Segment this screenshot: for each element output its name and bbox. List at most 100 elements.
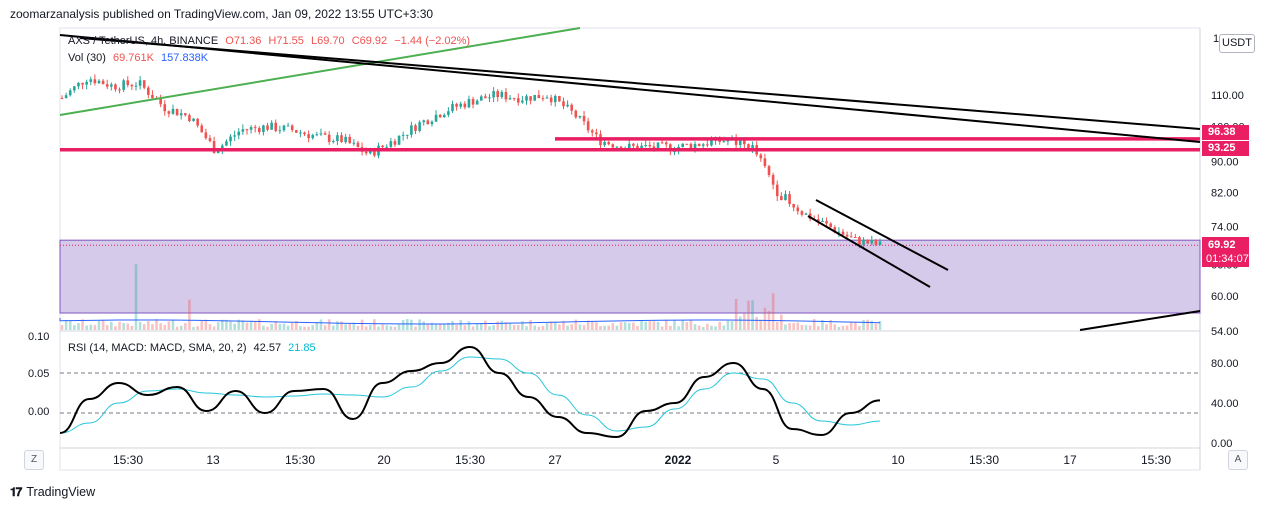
rsi-label[interactable]: RSI (14, MACD: MACD, SMA, 20, 2)	[68, 342, 247, 354]
candle-body	[134, 85, 138, 87]
candle-body	[525, 96, 528, 101]
zoom-toggle-button[interactable]: Z	[24, 450, 44, 470]
volume-bar	[163, 324, 167, 330]
candle-body	[878, 241, 882, 245]
tradingview-logo[interactable]: 𝟏𝟕 TradingView	[10, 484, 95, 500]
volume-value: 69.761K	[112, 52, 154, 64]
volume-bar	[323, 325, 327, 330]
volume-bar	[286, 325, 290, 330]
time-tick-label: 15:30	[285, 453, 315, 467]
volume-bar	[566, 325, 569, 330]
volume-bar	[751, 300, 754, 330]
volume-bar	[808, 325, 812, 330]
price-tick-label: 74.00	[1211, 221, 1239, 233]
volume-bar	[147, 321, 150, 330]
candle-body	[266, 125, 269, 130]
candle-body	[463, 103, 467, 108]
candle-body	[615, 146, 619, 148]
candle-body	[837, 231, 841, 233]
candle-body	[817, 219, 820, 222]
candle-body	[603, 142, 606, 146]
candle-body	[414, 125, 417, 131]
candle-body	[278, 130, 282, 132]
time-tick-label: 20	[377, 453, 391, 467]
volume-bar	[533, 325, 537, 330]
candle-body	[110, 84, 113, 87]
candle-body	[447, 111, 450, 115]
volume-bar	[295, 321, 298, 330]
volume-bar	[673, 320, 676, 330]
volume-label[interactable]: Vol (30)	[68, 52, 106, 64]
candle-body	[467, 99, 471, 108]
candle-body	[101, 80, 105, 85]
volume-bar	[525, 326, 528, 330]
high-value: H71.55	[268, 35, 304, 47]
volume-bar	[212, 326, 216, 330]
volume-bar	[722, 325, 726, 330]
candle-body	[870, 239, 874, 244]
candle-body	[258, 128, 261, 133]
candle-body	[792, 203, 795, 208]
symbol-label[interactable]: AXS / TetherUS, 4h, BINANCE	[68, 35, 219, 47]
candle-body	[225, 141, 228, 146]
candle-body	[804, 213, 808, 215]
candle-body	[726, 140, 730, 142]
candle-body	[586, 121, 590, 131]
low-value: L69.70	[310, 35, 345, 47]
volume-legend: Vol (30) 69.761K 157.838K	[68, 52, 212, 64]
volume-bar	[870, 320, 874, 330]
volume-bar	[701, 326, 705, 330]
candle-body	[743, 139, 746, 145]
volume-bar	[804, 325, 808, 330]
volume-bar	[627, 322, 631, 330]
candle-body	[138, 80, 142, 86]
volume-bar	[138, 321, 142, 330]
candle-body	[200, 125, 204, 133]
candle-body	[97, 80, 101, 84]
candle-body	[311, 135, 315, 139]
candle-body	[537, 95, 541, 99]
volume-bar	[204, 319, 208, 330]
rsi-ma-line	[59, 356, 881, 434]
candle-body	[455, 103, 458, 107]
candle-body	[262, 125, 265, 133]
volume-bar	[459, 320, 463, 330]
volume-bar	[508, 323, 512, 330]
support-zone-rect	[59, 239, 1201, 314]
volume-bar	[669, 325, 672, 330]
volume-bar	[685, 322, 689, 330]
volume-bar	[434, 324, 438, 330]
volume-bar	[93, 325, 97, 330]
candle-body	[241, 129, 245, 132]
close-value: C69.92	[351, 35, 388, 47]
volume-bar	[89, 324, 93, 330]
candle-body	[500, 91, 504, 98]
open-value: O71.36	[225, 35, 262, 47]
black-downtrend-line-2	[79, 37, 1201, 130]
auto-scale-button[interactable]: A	[1228, 450, 1248, 470]
volume-bar	[755, 316, 758, 330]
volume-bar	[352, 322, 356, 330]
rsi-tick-label: 0.00	[1211, 438, 1232, 450]
time-tick-label: 10	[891, 453, 905, 467]
candle-body	[299, 132, 302, 134]
last-price-tag: 69.92	[1202, 237, 1249, 253]
volume-bar	[582, 325, 586, 330]
volume-bar	[188, 299, 191, 330]
volume-bar	[336, 321, 339, 330]
volume-bar	[652, 321, 656, 330]
volume-bar	[854, 322, 857, 330]
volume-bar	[430, 322, 434, 330]
volume-bar	[866, 319, 869, 330]
volume-bar	[377, 326, 380, 330]
candle-body	[295, 130, 298, 133]
candle-body	[212, 141, 216, 154]
candle-body	[549, 97, 553, 103]
volume-bar	[237, 319, 241, 330]
currency-button[interactable]: USDT	[1219, 34, 1255, 53]
volume-bar	[862, 319, 865, 330]
volume-bar	[319, 319, 323, 330]
volume-bar	[841, 325, 845, 330]
volume-bar	[348, 323, 352, 330]
